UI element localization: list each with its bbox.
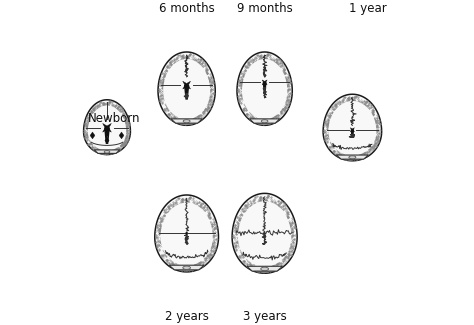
Polygon shape [90, 132, 95, 139]
Polygon shape [323, 94, 382, 161]
Polygon shape [247, 266, 283, 271]
Polygon shape [158, 52, 215, 125]
Polygon shape [336, 155, 368, 159]
Polygon shape [249, 119, 280, 123]
Polygon shape [94, 150, 120, 153]
Polygon shape [186, 232, 188, 234]
Polygon shape [242, 59, 287, 119]
Polygon shape [185, 85, 189, 99]
Polygon shape [88, 106, 126, 150]
Polygon shape [262, 80, 267, 85]
Polygon shape [328, 101, 376, 156]
Text: 6 months: 6 months [159, 2, 215, 15]
Polygon shape [264, 83, 266, 91]
Polygon shape [350, 128, 355, 132]
Polygon shape [238, 201, 292, 267]
Polygon shape [83, 100, 130, 155]
Text: Newborn: Newborn [88, 112, 140, 125]
Polygon shape [105, 137, 109, 144]
Polygon shape [155, 195, 219, 272]
Text: 1 year: 1 year [349, 2, 387, 15]
Polygon shape [169, 265, 204, 270]
Text: 3 years: 3 years [243, 310, 286, 323]
Polygon shape [171, 119, 202, 123]
Polygon shape [351, 130, 354, 137]
Polygon shape [182, 81, 191, 89]
Polygon shape [186, 233, 187, 236]
Polygon shape [163, 59, 210, 119]
Polygon shape [232, 193, 297, 273]
Polygon shape [105, 128, 109, 143]
Ellipse shape [261, 120, 268, 123]
Polygon shape [237, 52, 292, 125]
Text: 9 months: 9 months [237, 2, 292, 15]
Polygon shape [103, 124, 111, 132]
Ellipse shape [183, 266, 191, 269]
Ellipse shape [261, 267, 269, 271]
Ellipse shape [183, 120, 190, 123]
Text: 2 years: 2 years [164, 310, 209, 323]
Ellipse shape [104, 150, 110, 153]
Polygon shape [119, 132, 124, 139]
Ellipse shape [349, 156, 356, 159]
Polygon shape [161, 202, 213, 266]
